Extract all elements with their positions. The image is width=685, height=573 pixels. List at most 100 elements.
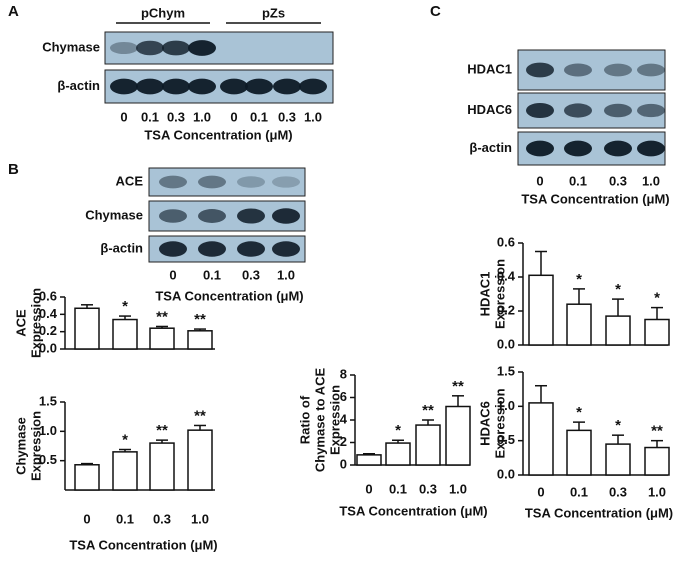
blot-band xyxy=(564,63,592,77)
lane-label: 1.0 xyxy=(642,173,660,188)
y-axis-title: Expression xyxy=(327,385,342,455)
significance-label: * xyxy=(654,290,660,307)
x-tick-label: 0.1 xyxy=(570,484,588,499)
blot-band xyxy=(604,63,632,77)
y-tick-label: 0.0 xyxy=(497,466,515,481)
blot-band xyxy=(159,241,187,257)
blot-band xyxy=(162,78,190,95)
lane-label: 0 xyxy=(120,109,127,124)
panel-letter: A xyxy=(8,3,19,20)
significance-label: * xyxy=(122,298,128,315)
y-tick-label: 0.2 xyxy=(497,302,515,317)
significance-label: ** xyxy=(651,423,663,440)
significance-label: ** xyxy=(422,402,434,419)
y-axis-title: Expression xyxy=(492,388,507,458)
significance-label: ** xyxy=(452,378,464,395)
significance-label: ** xyxy=(156,422,168,439)
y-tick-label: 1.0 xyxy=(39,423,57,438)
blot-band xyxy=(526,62,554,78)
blot-band xyxy=(110,41,138,55)
blot-row-label: β-actin xyxy=(57,78,100,93)
significance-label: * xyxy=(576,271,582,288)
lane-label: 0 xyxy=(536,173,543,188)
significance-label: ** xyxy=(156,308,168,325)
y-tick-label: 1.0 xyxy=(497,398,515,413)
blot-row-label: β-actin xyxy=(100,240,143,255)
panel-letter: B xyxy=(8,161,19,178)
y-tick-label: 6 xyxy=(340,389,347,404)
y-tick-label: 2 xyxy=(340,434,347,449)
blot-band xyxy=(604,140,632,157)
significance-label: * xyxy=(615,281,621,298)
y-tick-label: 0.0 xyxy=(39,340,57,355)
blot-band xyxy=(159,175,187,189)
y-axis-title: Expression xyxy=(28,411,43,481)
x-axis-title: TSA Concentration (μM) xyxy=(155,288,303,303)
panel-letter: C xyxy=(430,3,441,20)
x-tick-label: 0.1 xyxy=(389,481,407,496)
x-axis-title: TSA Concentration (μM) xyxy=(521,191,669,206)
blot-band xyxy=(220,78,248,95)
significance-label: * xyxy=(615,417,621,434)
y-tick-label: 0.0 xyxy=(497,336,515,351)
lane-label: 0.1 xyxy=(250,109,268,124)
lane-label: 0.3 xyxy=(167,109,185,124)
lane-label: 1.0 xyxy=(277,267,295,282)
bar xyxy=(415,424,441,466)
y-tick-label: 0.2 xyxy=(39,323,57,338)
bar xyxy=(149,442,175,491)
x-tick-label: 0 xyxy=(83,511,90,526)
lane-label: 0 xyxy=(230,109,237,124)
blot-band xyxy=(526,140,554,157)
blot-band xyxy=(162,40,190,56)
lane-label: 0.3 xyxy=(278,109,296,124)
blot-band xyxy=(237,176,265,188)
y-tick-label: 1.5 xyxy=(497,363,515,378)
lane-label: 0.3 xyxy=(609,173,627,188)
blot-band xyxy=(188,40,216,56)
y-tick-label: 0.5 xyxy=(39,452,57,467)
x-tick-label: 1.0 xyxy=(449,481,467,496)
blot-band xyxy=(110,78,138,95)
y-tick-label: 4 xyxy=(340,411,348,426)
bar xyxy=(74,307,100,350)
blot-band xyxy=(136,78,164,95)
blot-strip xyxy=(148,167,306,197)
blot-band xyxy=(237,208,265,224)
x-tick-label: 0.3 xyxy=(419,481,437,496)
y-tick-label: 0.4 xyxy=(497,268,516,283)
bar xyxy=(74,464,100,491)
blot-band xyxy=(245,78,273,95)
blot-band xyxy=(637,140,665,157)
x-tick-label: 0 xyxy=(537,484,544,499)
blot-row-label: β-actin xyxy=(469,140,512,155)
blot-band xyxy=(188,78,216,95)
y-tick-label: 8 xyxy=(340,366,347,381)
lane-label: 0.1 xyxy=(569,173,587,188)
blot-band xyxy=(526,102,554,119)
blot-band xyxy=(604,103,632,118)
blot-band xyxy=(272,241,300,257)
y-axis-title: ACE xyxy=(13,309,28,337)
y-tick-label: 0.4 xyxy=(39,306,58,321)
significance-label: * xyxy=(395,422,401,439)
group-label: pZs xyxy=(262,5,285,20)
lane-label: 0 xyxy=(169,267,176,282)
bar xyxy=(112,451,138,491)
y-tick-label: 1.5 xyxy=(39,393,57,408)
bar xyxy=(605,443,631,476)
blot-band xyxy=(198,175,226,189)
x-tick-label: 0.1 xyxy=(116,511,134,526)
blot-row-label: HDAC1 xyxy=(467,61,512,76)
bar xyxy=(528,274,554,346)
group-label: pChym xyxy=(141,5,185,20)
lane-label: 0.1 xyxy=(141,109,159,124)
blot-band xyxy=(564,103,592,118)
bar xyxy=(112,318,138,350)
blot-band xyxy=(198,241,226,257)
significance-label: * xyxy=(576,404,582,421)
y-axis-title: HDAC1 xyxy=(477,272,492,317)
bar xyxy=(187,330,213,350)
bar xyxy=(149,327,175,350)
